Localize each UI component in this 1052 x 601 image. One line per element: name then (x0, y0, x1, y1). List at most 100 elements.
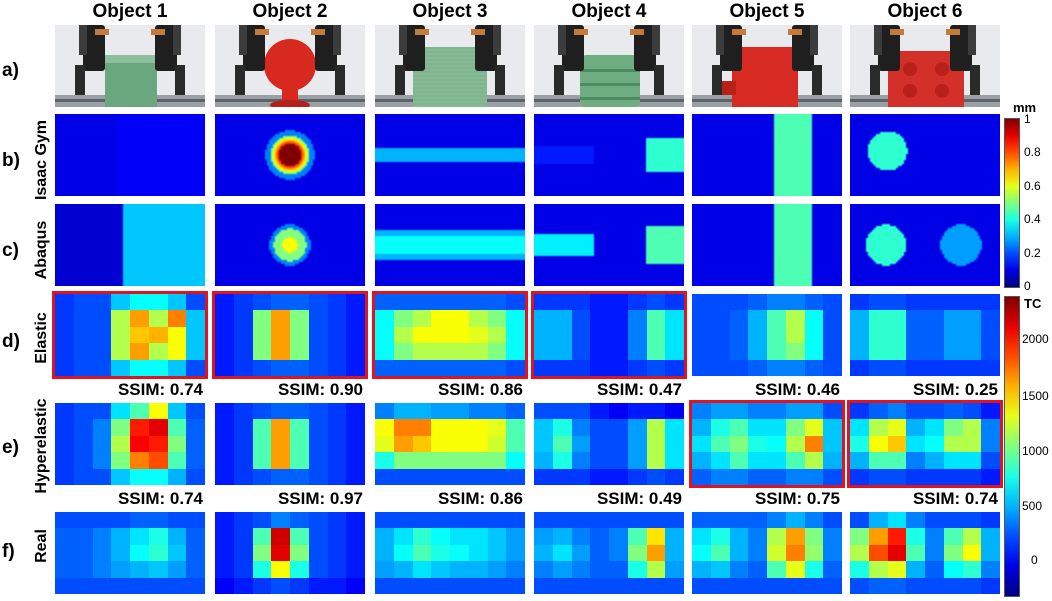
taxel-cell (506, 528, 525, 545)
taxel-cell (215, 435, 235, 453)
taxel-cell (729, 310, 749, 327)
taxel-cell (823, 452, 842, 469)
taxel-cell (111, 561, 131, 578)
heatmap-isaac-gym-object-4 (534, 114, 684, 196)
taxel-cell (450, 544, 470, 562)
taxel-cell (534, 326, 554, 344)
taxel-cell (271, 528, 291, 545)
taxel-cell (346, 561, 365, 578)
taxel-cell (767, 544, 787, 562)
taxel-cell (925, 326, 945, 344)
taxel-cell (111, 528, 131, 545)
colorbar-top-gradient (1004, 118, 1020, 288)
colorbar-bottom-tick: 1500 (1022, 389, 1049, 403)
taxel-cell (850, 419, 870, 436)
taxel-cell (748, 435, 768, 453)
taxel-cell (487, 403, 507, 420)
taxel-cell (887, 468, 907, 485)
taxel-cell (925, 544, 945, 562)
taxel-cell (148, 419, 168, 436)
taxel-cell (346, 343, 365, 360)
taxel-cell (748, 310, 768, 327)
taxel-cell (393, 528, 413, 545)
taxel-cell (981, 359, 1000, 376)
taxel-cell (609, 561, 629, 578)
taxel-cell (412, 544, 432, 562)
taxel-cell (290, 577, 310, 594)
taxel-cell (981, 294, 1000, 311)
taxel-cell (130, 403, 150, 420)
taxel-cell (215, 294, 235, 311)
taxel-cell (506, 561, 525, 578)
taxel-cell (571, 419, 591, 436)
taxel-cell (906, 468, 926, 485)
taxel-cell (823, 435, 842, 453)
taxel-cell (431, 512, 451, 529)
taxel-cell (552, 577, 572, 594)
taxel-cell (785, 544, 805, 562)
taxel-cell (729, 435, 749, 453)
taxel-cell (233, 577, 253, 594)
taxel-cell (767, 512, 787, 529)
taxel-cell (73, 310, 93, 327)
taxel-cell (111, 403, 131, 420)
taxel-cell (887, 512, 907, 529)
heatmap-hyperelastic-object-6 (850, 403, 1000, 485)
taxel-cell (627, 512, 647, 529)
taxel-cell (962, 561, 982, 578)
taxel-cell (186, 512, 205, 529)
taxel-cell (55, 326, 75, 344)
taxel-cell (130, 528, 150, 545)
taxel-cell (571, 468, 591, 485)
taxel-cell (215, 544, 235, 562)
taxel-cell (92, 403, 112, 420)
taxel-cell (271, 326, 291, 344)
taxel-cell (767, 310, 787, 327)
taxel-cell (346, 310, 365, 327)
taxel-cell (346, 528, 365, 545)
taxel-cell (346, 294, 365, 311)
taxel-cell (887, 435, 907, 453)
taxel-cell (887, 359, 907, 376)
taxel-cell (906, 326, 926, 344)
taxel-cell (252, 403, 272, 420)
heatmap-abaqus-object-6 (850, 204, 1000, 286)
taxel-cell (111, 310, 131, 327)
taxel-cell (785, 528, 805, 545)
object-2-photo (215, 25, 365, 107)
taxel-cell (627, 561, 647, 578)
taxel-cell (327, 419, 347, 436)
taxel-cell (823, 403, 842, 420)
taxel-cell (646, 310, 666, 327)
taxel-cell (252, 452, 272, 469)
taxel-cell (804, 419, 824, 436)
taxel-cell (375, 310, 395, 327)
taxel-cell (308, 544, 328, 562)
taxel-cell (943, 577, 963, 594)
taxel-cell (609, 294, 629, 311)
taxel-cell (308, 359, 328, 376)
taxel-cell (431, 419, 451, 436)
taxel-cell (943, 326, 963, 344)
taxel-cell (148, 452, 168, 469)
taxel-cell (487, 528, 507, 545)
taxel-cell (412, 359, 432, 376)
taxel-cell (646, 544, 666, 562)
taxel-cell (73, 359, 93, 376)
heatmap-real-object-4 (534, 512, 684, 594)
taxel-cell (729, 528, 749, 545)
taxel-cell (534, 577, 554, 594)
taxel-cell (252, 561, 272, 578)
taxel-cell (627, 435, 647, 453)
taxel-cell (609, 310, 629, 327)
taxel-cell (981, 512, 1000, 529)
taxel-cell (130, 419, 150, 436)
taxel-cell (431, 326, 451, 344)
taxel-cell (92, 452, 112, 469)
taxel-cell (215, 419, 235, 436)
colorbar-bottom-tick: 0 (1031, 553, 1038, 567)
taxel-cell (850, 343, 870, 360)
colorbar-bottom-gradient (1004, 296, 1020, 597)
taxel-cell (55, 512, 75, 529)
taxel-cell (393, 403, 413, 420)
